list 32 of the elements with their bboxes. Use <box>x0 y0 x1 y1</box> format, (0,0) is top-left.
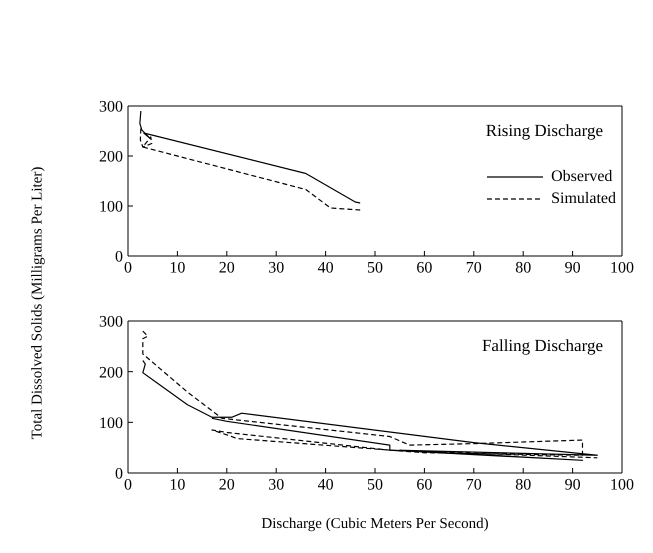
x-tick-label: 20 <box>218 259 235 276</box>
x-tick-label: 80 <box>515 259 532 276</box>
x-tick-label: 100 <box>610 259 634 276</box>
x-tick-label: 70 <box>466 259 482 276</box>
x-tick-label: 40 <box>318 476 334 494</box>
annotation: Rising Discharge <box>486 121 603 141</box>
x-tick-label: 50 <box>367 259 383 276</box>
x-tick-label: 40 <box>318 259 334 276</box>
x-tick-label: 30 <box>268 476 284 494</box>
x-tick-label: 90 <box>564 259 581 276</box>
y-tick-label: 200 <box>99 148 123 166</box>
x-tick-label: 30 <box>268 259 284 276</box>
x-tick-label: 60 <box>416 476 432 494</box>
y-tick-label: 300 <box>99 314 123 331</box>
y-tick-label: 300 <box>99 98 123 116</box>
y-tick-label: 100 <box>99 198 123 216</box>
x-tick-label: 10 <box>169 259 186 276</box>
x-tick-label: 80 <box>515 476 532 494</box>
x-tick-label: 60 <box>416 259 432 276</box>
x-tick-label: 20 <box>218 476 235 494</box>
annotation: Falling Discharge <box>482 336 603 356</box>
legend-label: Simulated <box>551 190 616 208</box>
x-tick-label: 100 <box>610 476 634 494</box>
x-tick-label: 10 <box>169 476 186 494</box>
y-axis-title: Total Dissolved Solids (Milligrams Per Liter) <box>30 166 46 440</box>
x-axis-title: Discharge (Cubic Meters Per Second) <box>261 516 489 532</box>
y-tick-label: 200 <box>99 364 123 382</box>
x-tick-label: 50 <box>367 476 383 494</box>
y-tick-label: 100 <box>99 415 123 432</box>
x-tick-label: 70 <box>466 476 482 494</box>
legend-label: Observed <box>551 168 612 186</box>
x-tick-label: 90 <box>564 476 581 494</box>
